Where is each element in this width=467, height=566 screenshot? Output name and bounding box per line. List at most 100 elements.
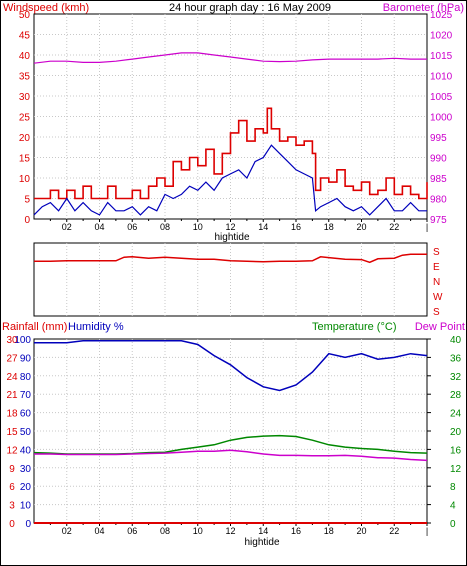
temperature-axis-tick-label: 0 <box>450 519 456 530</box>
barometer-axis-tick-label: 1025 <box>430 10 453 21</box>
barometer-axis-tick-label: 995 <box>430 133 447 144</box>
direction-panel-grid <box>66 243 395 316</box>
barometer-axis-tick-label: 985 <box>430 174 447 185</box>
x-tick-label: 10 <box>193 222 203 232</box>
barometer-axis-tick-label: 1010 <box>430 72 453 83</box>
humidity-axis-tick-label: 80 <box>20 372 32 383</box>
humidity-axis-tick-label: 70 <box>20 390 32 401</box>
x-tick-label: 16 <box>291 222 301 232</box>
temperature-axis-title: Temperature (°C) <box>312 321 396 333</box>
direction-tick-label: E <box>433 262 440 273</box>
x-tick-label: 20 <box>356 222 366 232</box>
rainfall-axis-tick-label: 12 <box>6 445 18 456</box>
rainfall-axis-tick-label: 15 <box>6 427 18 438</box>
temperature-axis-tick-label: 20 <box>450 427 462 438</box>
barometer-axis-tick-label: 980 <box>430 195 447 206</box>
humidity-axis-tick-label: 50 <box>20 427 32 438</box>
temperature-axis-tick-label: 8 <box>450 482 456 493</box>
wind-panel-series <box>33 52 428 216</box>
rainfall-axis-tick-label: 6 <box>9 482 15 493</box>
temperature-axis-tick-label: 12 <box>450 464 462 475</box>
barometer-axis-tick-label: 1005 <box>430 92 453 103</box>
direction-tick-label: S <box>433 307 440 318</box>
dewpoint-series-line <box>34 449 428 462</box>
rainfall-axis-tick-label: 21 <box>6 390 18 401</box>
x-tick-label: 22 <box>389 526 399 536</box>
x-tick-label: 04 <box>94 526 104 536</box>
x-tick-label: 18 <box>324 222 334 232</box>
humidity-series-line <box>34 340 428 392</box>
barometer-axis-ticks: 975 980 985 990 995 1000 1005 1010 1015 1020 1025 <box>430 10 453 226</box>
barometer-axis-tick-label: 1015 <box>430 51 453 62</box>
humidity-axis-title: Humidity % <box>68 321 124 333</box>
temperature-axis-tick-label: 28 <box>450 390 462 401</box>
humidity-axis-tick-label: 40 <box>20 445 32 456</box>
rainfall-axis-tick-label: 18 <box>6 409 18 420</box>
wind-axis-tick-label: 35 <box>19 72 31 83</box>
direction-series-line <box>34 253 427 264</box>
humidity-axis-tick-label: 90 <box>20 353 32 364</box>
x-tick-label: 08 <box>160 222 170 232</box>
temperature-axis-tick-label: 40 <box>450 335 462 346</box>
temperature-axis-tick-label: 36 <box>450 353 462 364</box>
dewpoint-axis-title: Dew Point <box>415 321 465 333</box>
x-tick-label: 14 <box>258 222 268 232</box>
humidity-axis-ticks: 0 10 20 30 40 50 60 70 80 90 100 <box>14 335 31 530</box>
x-tick-label: 20 <box>356 526 366 536</box>
right-axis-title: Barometer (hPa) <box>383 2 464 14</box>
chart-title: 24 hour graph day : 16 May 2009 <box>169 2 331 14</box>
barometer-axis-tick-label: 1020 <box>430 31 453 42</box>
wind-axis-tick-label: 20 <box>19 133 31 144</box>
x-tick-label: 02 <box>62 222 72 232</box>
wind-axis-tick-label: 5 <box>24 195 30 206</box>
x-tick-label: 06 <box>127 526 137 536</box>
x-tick-label: 02 <box>62 526 72 536</box>
wind-axis-tick-label: 50 <box>19 10 31 21</box>
wind-panel-x-ticks: 02 04 06 08 10 12 14 16 18 20 22 | <box>49 219 428 232</box>
wind-panel-x-label: hightide <box>214 232 249 243</box>
direction-tick-label: W <box>433 292 443 303</box>
humidity-axis-tick-label: 20 <box>20 482 32 493</box>
humidity-axis-tick-label: 100 <box>14 335 31 346</box>
humidity-axis-tick-label: 30 <box>20 464 32 475</box>
wind-axis-tick-label: 45 <box>19 31 31 42</box>
rainfall-axis-tick-label: 27 <box>6 353 18 364</box>
humidity-axis-tick-label: 0 <box>25 519 31 530</box>
temp-panel-x-label: hightide <box>244 537 279 548</box>
x-tick-label: 06 <box>127 222 137 232</box>
x-tick-label: | <box>426 526 428 536</box>
rainfall-axis-title: Rainfall (mm) <box>2 321 67 333</box>
temperature-axis-tick-label: 4 <box>450 501 456 512</box>
x-tick-label: | <box>426 222 428 232</box>
temperature-axis-tick-label: 16 <box>450 445 462 456</box>
wind-axis-tick-label: 15 <box>19 154 31 165</box>
rainfall-axis-tick-label: 0 <box>9 519 15 530</box>
humidity-axis-tick-label: 10 <box>20 501 32 512</box>
rainfall-axis-tick-label: 24 <box>6 372 18 383</box>
barometer-series-line <box>33 52 427 64</box>
direction-tick-label: N <box>433 277 440 288</box>
rainfall-axis-ticks: 0 3 6 9 12 15 18 21 24 27 30 <box>6 335 18 530</box>
x-tick-label: 16 <box>291 526 301 536</box>
temperature-axis-tick-label: 32 <box>450 372 462 383</box>
x-tick-label: 22 <box>389 222 399 232</box>
temperature-axis-ticks: 0 4 8 12 16 20 24 28 32 36 40 <box>427 335 462 530</box>
wind-axis-tick-label: 10 <box>19 174 31 185</box>
wind-axis-tick-label: 25 <box>19 113 31 124</box>
temp-panel-grid <box>34 339 427 523</box>
wind-axis-tick-label: 40 <box>19 51 31 62</box>
barometer-axis-tick-label: 975 <box>430 215 447 226</box>
temperature-axis-tick-label: 24 <box>450 409 462 420</box>
wind-axis-ticks: 0 5 10 15 20 25 30 35 40 45 50 <box>19 10 31 226</box>
rainfall-axis-tick-label: 3 <box>9 501 15 512</box>
temp-panel-series <box>33 340 428 524</box>
x-tick-label: 12 <box>225 222 235 232</box>
direction-tick-label: S <box>433 247 440 258</box>
gust-series-line <box>34 107 428 200</box>
x-tick-label: 12 <box>225 526 235 536</box>
humidity-axis-tick-label: 60 <box>20 409 32 420</box>
